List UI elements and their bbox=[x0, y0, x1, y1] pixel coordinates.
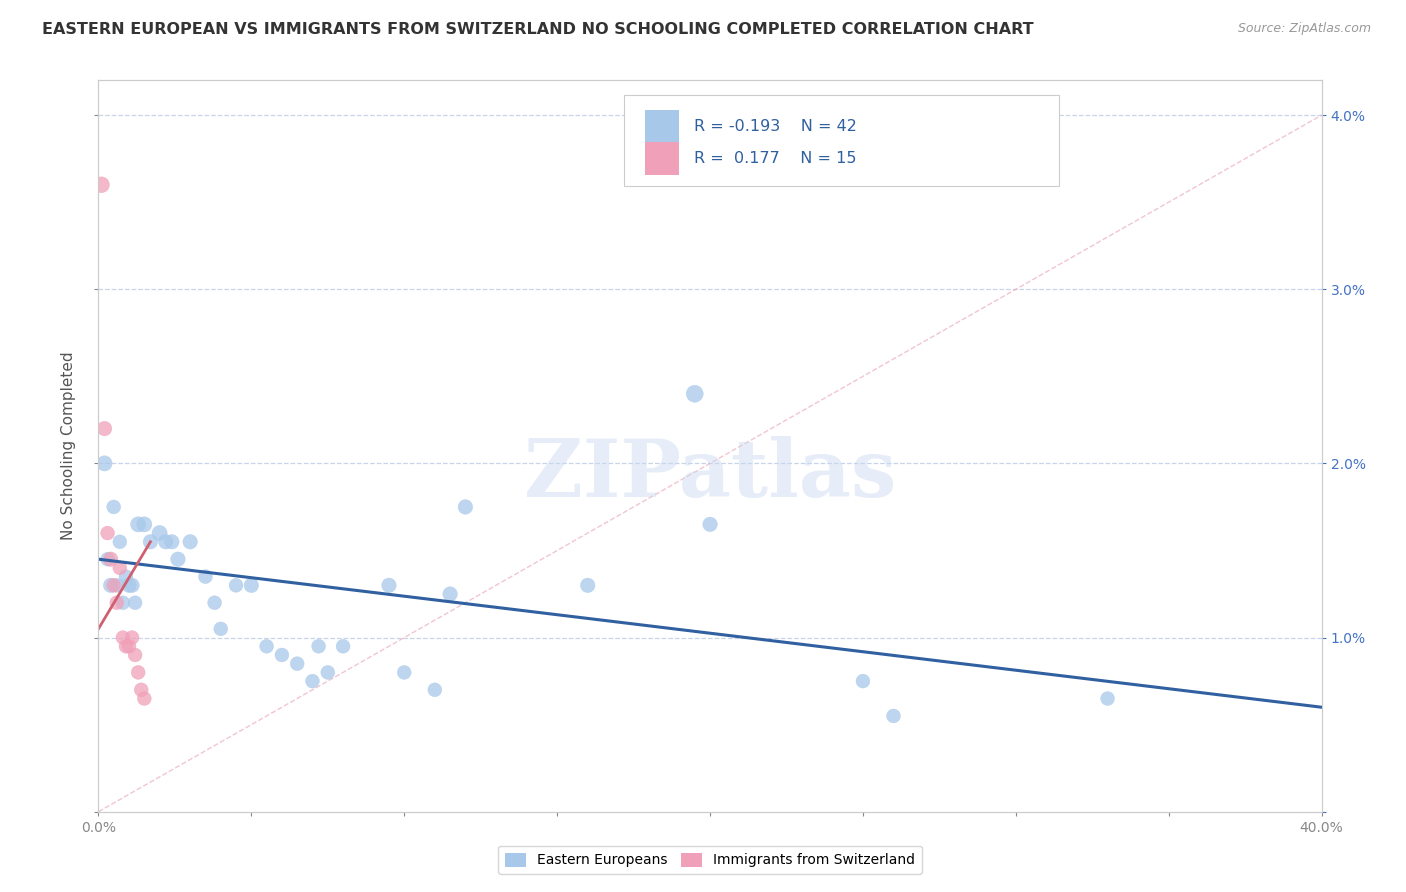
Point bbox=[115, 640, 138, 654]
Point bbox=[118, 578, 141, 592]
Point bbox=[108, 534, 131, 549]
Legend: Eastern Europeans, Immigrants from Switzerland: Eastern Europeans, Immigrants from Switz… bbox=[498, 846, 922, 874]
Point bbox=[93, 457, 115, 471]
Point bbox=[270, 648, 292, 662]
Point bbox=[127, 665, 149, 680]
Point bbox=[699, 517, 721, 532]
Text: Source: ZipAtlas.com: Source: ZipAtlas.com bbox=[1237, 22, 1371, 36]
Point bbox=[121, 578, 143, 592]
Point bbox=[100, 578, 122, 592]
Point bbox=[100, 552, 122, 566]
Point bbox=[454, 500, 477, 514]
Point bbox=[160, 534, 183, 549]
Point bbox=[129, 682, 152, 697]
Text: EASTERN EUROPEAN VS IMMIGRANTS FROM SWITZERLAND NO SCHOOLING COMPLETED CORRELATI: EASTERN EUROPEAN VS IMMIGRANTS FROM SWIT… bbox=[42, 22, 1033, 37]
Point bbox=[149, 526, 172, 541]
Point bbox=[378, 578, 401, 592]
Point bbox=[392, 665, 416, 680]
Point bbox=[134, 691, 156, 706]
Point bbox=[105, 578, 128, 592]
Point bbox=[1097, 691, 1119, 706]
Point bbox=[179, 534, 201, 549]
Point bbox=[97, 526, 120, 541]
Point bbox=[204, 596, 226, 610]
Point bbox=[105, 596, 128, 610]
Point bbox=[90, 178, 112, 192]
Point bbox=[316, 665, 339, 680]
Point bbox=[111, 596, 134, 610]
Point bbox=[118, 640, 141, 654]
Point bbox=[256, 640, 278, 654]
Point bbox=[124, 648, 146, 662]
Bar bbox=[645, 110, 679, 143]
Point bbox=[115, 569, 138, 583]
Point bbox=[285, 657, 308, 671]
Point bbox=[139, 534, 162, 549]
Point bbox=[240, 578, 263, 592]
Point bbox=[301, 674, 323, 689]
Point bbox=[167, 552, 190, 566]
Text: R =  0.177    N = 15: R = 0.177 N = 15 bbox=[695, 151, 856, 166]
Text: R = -0.193    N = 42: R = -0.193 N = 42 bbox=[695, 119, 858, 134]
Point bbox=[439, 587, 461, 601]
Point bbox=[209, 622, 232, 636]
Y-axis label: No Schooling Completed: No Schooling Completed bbox=[60, 351, 76, 541]
Point bbox=[127, 517, 149, 532]
Text: ZIPatlas: ZIPatlas bbox=[524, 436, 896, 515]
Point bbox=[97, 552, 120, 566]
Point bbox=[308, 640, 330, 654]
Point bbox=[121, 631, 143, 645]
Point bbox=[155, 534, 177, 549]
Point bbox=[332, 640, 354, 654]
Point bbox=[108, 561, 131, 575]
Point bbox=[852, 674, 875, 689]
Point bbox=[423, 682, 446, 697]
Point bbox=[124, 596, 146, 610]
Point bbox=[111, 631, 134, 645]
Bar bbox=[645, 142, 679, 175]
Point bbox=[576, 578, 599, 592]
FancyBboxPatch shape bbox=[624, 95, 1059, 186]
Point bbox=[93, 421, 115, 435]
Point bbox=[683, 386, 706, 401]
Point bbox=[194, 569, 217, 583]
Point bbox=[883, 709, 905, 723]
Point bbox=[134, 517, 156, 532]
Point bbox=[103, 500, 125, 514]
Point bbox=[103, 578, 125, 592]
Point bbox=[225, 578, 247, 592]
